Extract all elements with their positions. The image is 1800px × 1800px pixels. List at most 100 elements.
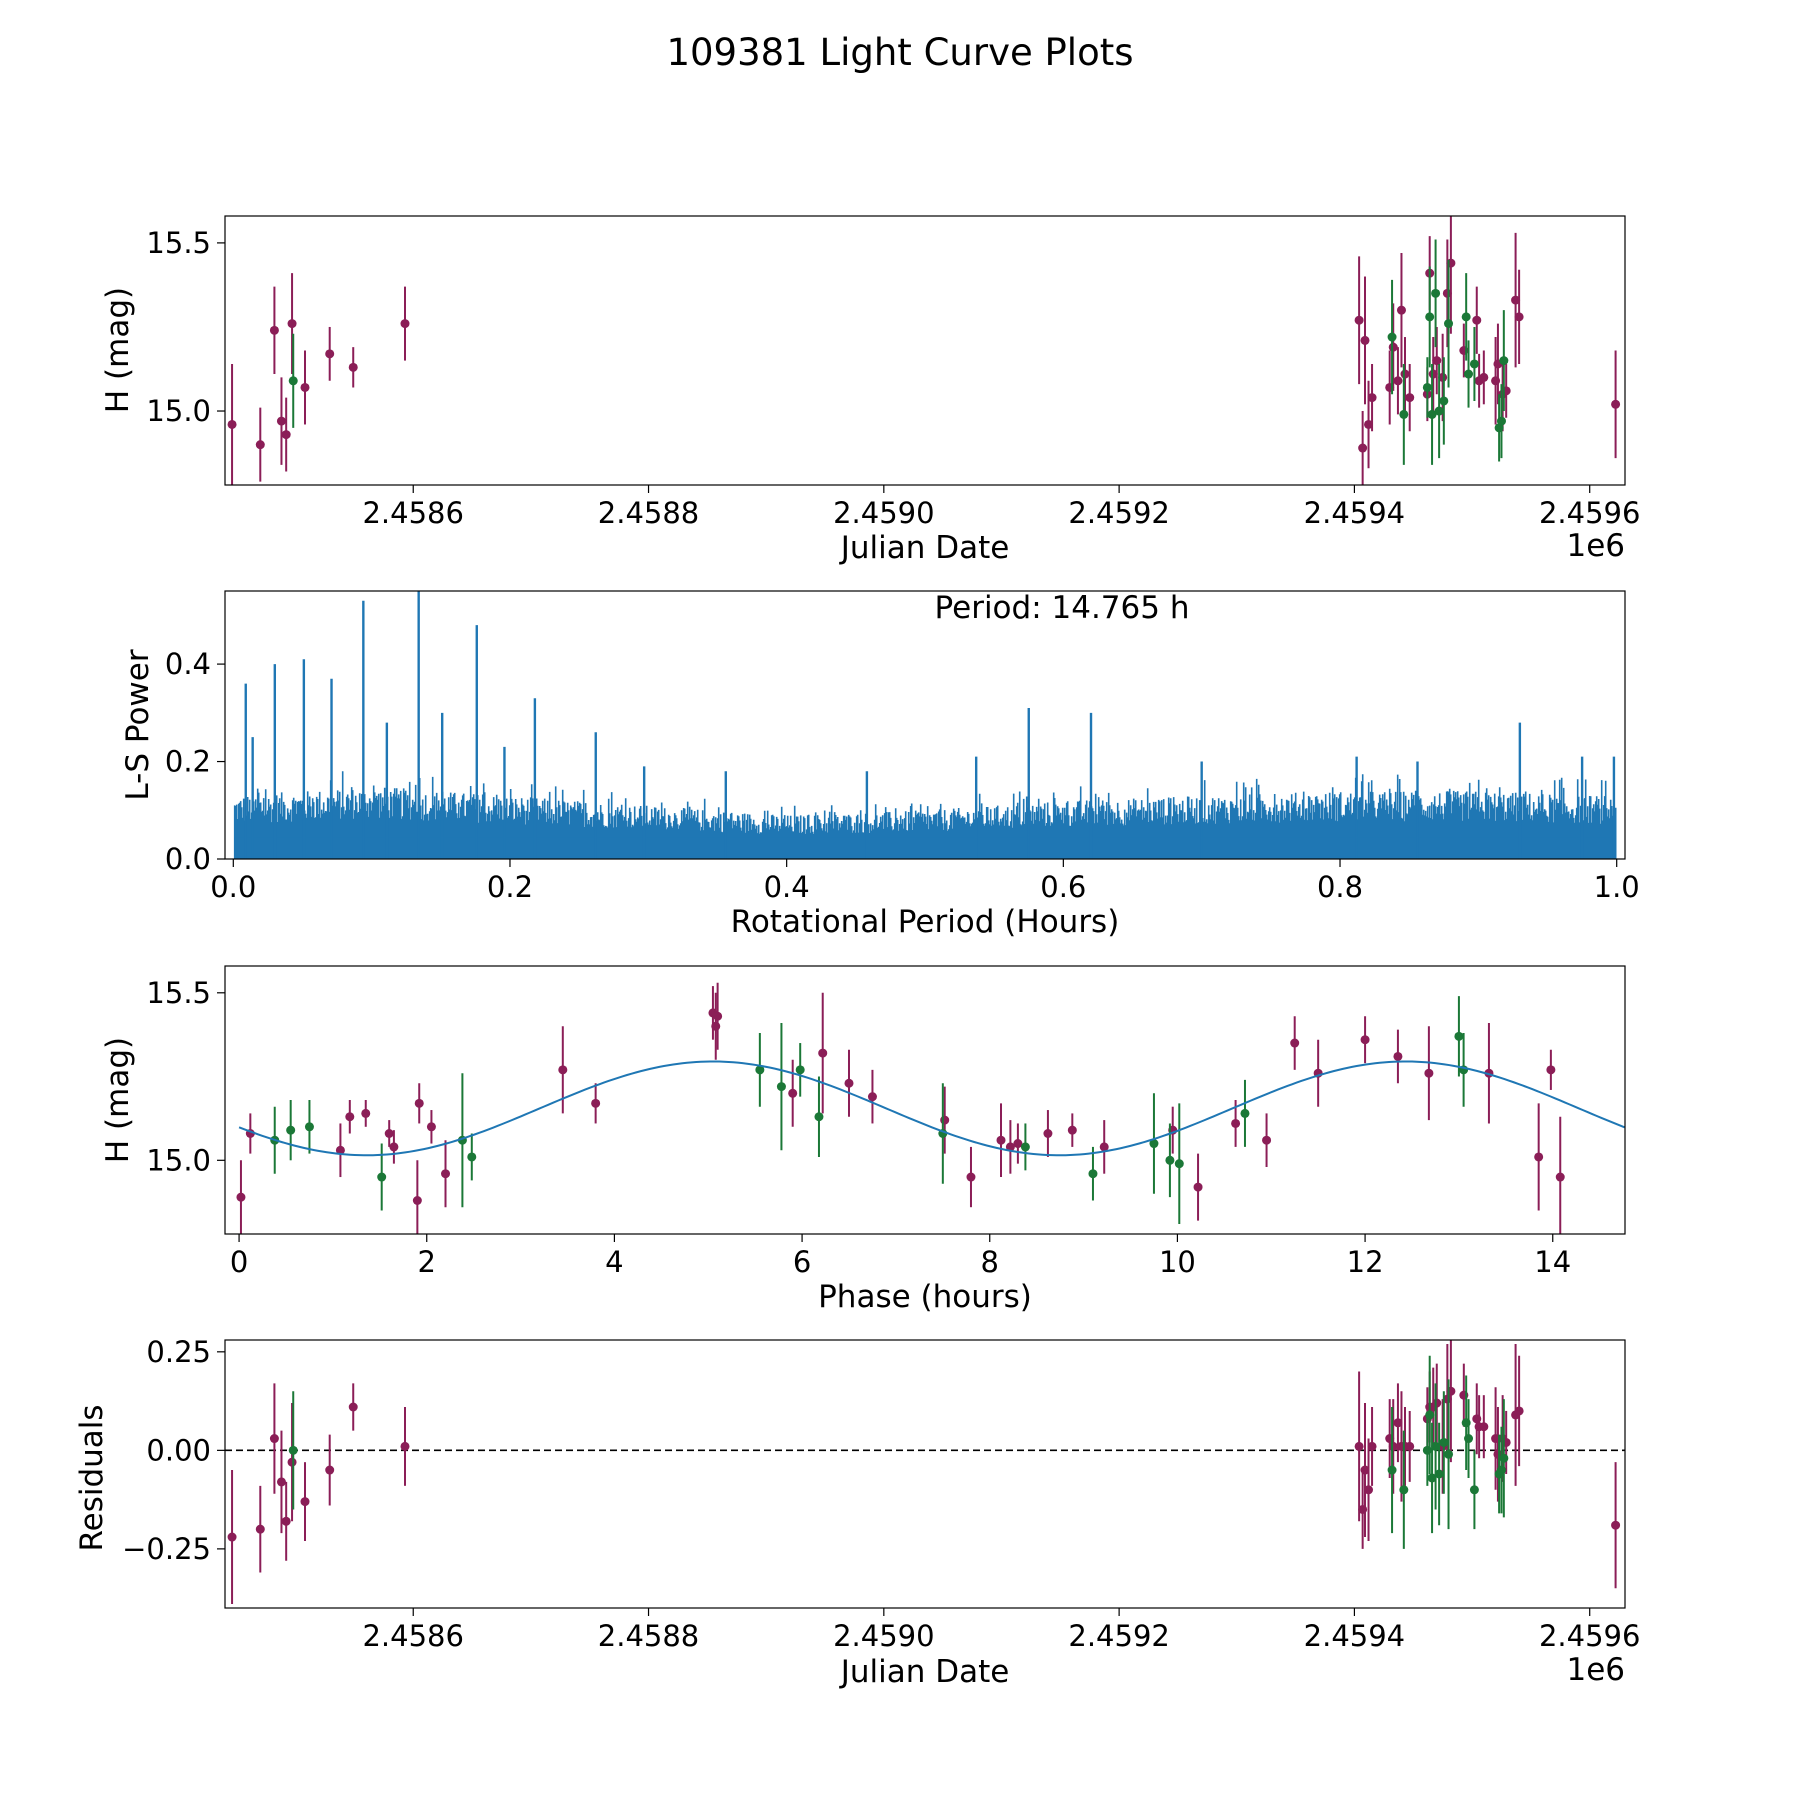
x-tick-label: 0.0 [210, 870, 256, 904]
data-point [1472, 315, 1482, 325]
panel-periodogram: 0.0 0.2 0.4 0.6 0.8 1.0 0.0 0.2 0.4 Period: 14.… [120, 590, 1640, 940]
fit-curve [238, 1060, 1625, 1157]
periodogram-x-ticks: 0.0 0.2 0.4 0.6 0.8 1.0 [210, 859, 1640, 904]
data-point [1067, 1125, 1077, 1135]
data-point [281, 1516, 291, 1526]
data-point [1360, 335, 1370, 345]
data-point [467, 1152, 477, 1162]
data-point [227, 1532, 237, 1542]
data-point [325, 1465, 335, 1475]
data-point [276, 416, 286, 426]
data-point [276, 1477, 286, 1487]
data-point [1354, 315, 1364, 325]
data-point [400, 319, 410, 329]
panel-residuals: 2.4586 2.4588 2.4590 2.4592 2.4594 2.4596 −0.… [74, 1335, 1640, 1690]
data-point [1431, 1441, 1441, 1451]
data-point [1388, 342, 1398, 352]
x-tick-label: 2.4588 [598, 1619, 699, 1653]
data-point [1442, 288, 1452, 298]
data-point [1231, 1118, 1241, 1128]
data-point [1149, 1139, 1159, 1149]
series-primary [227, 216, 1621, 485]
data-point [1499, 1453, 1509, 1463]
data-point [227, 419, 237, 429]
data-point [1534, 1152, 1544, 1162]
data-point [426, 1122, 436, 1132]
y-tick-label: 15.5 [146, 226, 211, 260]
data-point [1432, 1398, 1442, 1408]
series-secondary [288, 1355, 1509, 1549]
data-point [1438, 372, 1448, 382]
data-point [1427, 409, 1437, 419]
x-tick-label: 2.4590 [833, 496, 934, 530]
data-point [300, 1497, 310, 1507]
x-tick-label: 6 [793, 1245, 811, 1279]
data-point [1464, 369, 1474, 379]
data-point [1432, 356, 1442, 366]
data-point [776, 1082, 786, 1092]
data-point [1511, 295, 1521, 305]
x-tick-label: 2.4588 [598, 496, 699, 530]
data-point [1461, 312, 1471, 322]
data-point [1425, 312, 1435, 322]
x-tick-label: 0.6 [1040, 870, 1086, 904]
data-point [1099, 1142, 1109, 1152]
data-point [1393, 1418, 1403, 1428]
y-tick-label: 0.2 [165, 745, 211, 779]
data-point [1546, 1065, 1556, 1075]
data-point [1005, 1142, 1015, 1152]
data-point [1360, 1035, 1370, 1045]
x-tick-label: 0.2 [487, 870, 533, 904]
residuals-x-ticks: 2.4586 2.4588 2.4590 2.4592 2.4594 2.4596 [362, 1608, 1640, 1653]
lightcurve-y-ticks: 15.0 15.5 [146, 226, 225, 428]
data-point [384, 1129, 394, 1138]
phased-x-ticks: 0 2 4 6 8 10 12 14 [230, 1234, 1571, 1279]
data-point [414, 1098, 424, 1108]
data-point [1611, 399, 1621, 409]
data-point [1364, 1485, 1374, 1495]
data-point [1393, 376, 1403, 386]
data-point [412, 1196, 422, 1205]
data-point [1425, 1410, 1435, 1420]
data-point [304, 1122, 314, 1132]
data-point [1399, 409, 1409, 419]
data-point [269, 1434, 279, 1444]
data-point [1387, 332, 1397, 342]
residuals-axes-frame [224, 1339, 1626, 1609]
data-point [1367, 393, 1377, 403]
series-primary [236, 982, 1565, 1234]
data-point [1479, 372, 1489, 382]
data-point [1514, 1406, 1524, 1416]
data-point [818, 1048, 828, 1058]
data-point [1439, 396, 1449, 406]
x-tick-label: 2.4596 [1539, 496, 1640, 530]
data-point [814, 1112, 824, 1122]
lightcurve-x-offset-label: 1e6 [1566, 528, 1625, 564]
x-tick-label: 0 [230, 1245, 248, 1279]
phased-y-ticks: 15.0 15.5 [146, 976, 225, 1177]
data-point [1400, 369, 1410, 379]
periodogram-y-ticks: 0.0 0.2 0.4 [165, 647, 225, 876]
series-secondary [288, 239, 1509, 465]
x-tick-label: 2.4596 [1539, 1619, 1640, 1653]
data-point [996, 1135, 1006, 1145]
residuals-y-ticks: −0.25 0.00 0.25 [122, 1335, 225, 1566]
data-point [1399, 1485, 1409, 1495]
phased-y-axis-label: H (mag) [100, 1037, 136, 1163]
data-point [1387, 1465, 1397, 1475]
data-point [1396, 305, 1406, 315]
figure-title: 109381 Light Curve Plots [666, 31, 1133, 74]
data-point [325, 349, 335, 359]
data-point [1388, 1441, 1398, 1451]
residuals-x-axis-label: Julian Date [839, 1654, 1010, 1690]
lightcurve-x-axis-label: Julian Date [839, 530, 1010, 566]
data-point [335, 1145, 345, 1155]
data-point [1496, 416, 1506, 426]
residuals-plot-area [225, 1340, 1625, 1605]
periodogram-x-axis-label: Rotational Period (Hours) [731, 904, 1120, 940]
lightcurve-x-ticks: 2.4586 2.4588 2.4590 2.4592 2.4594 2.4596 [362, 485, 1640, 530]
data-point [1290, 1038, 1300, 1048]
data-point [1434, 1469, 1444, 1479]
data-point [795, 1065, 805, 1075]
